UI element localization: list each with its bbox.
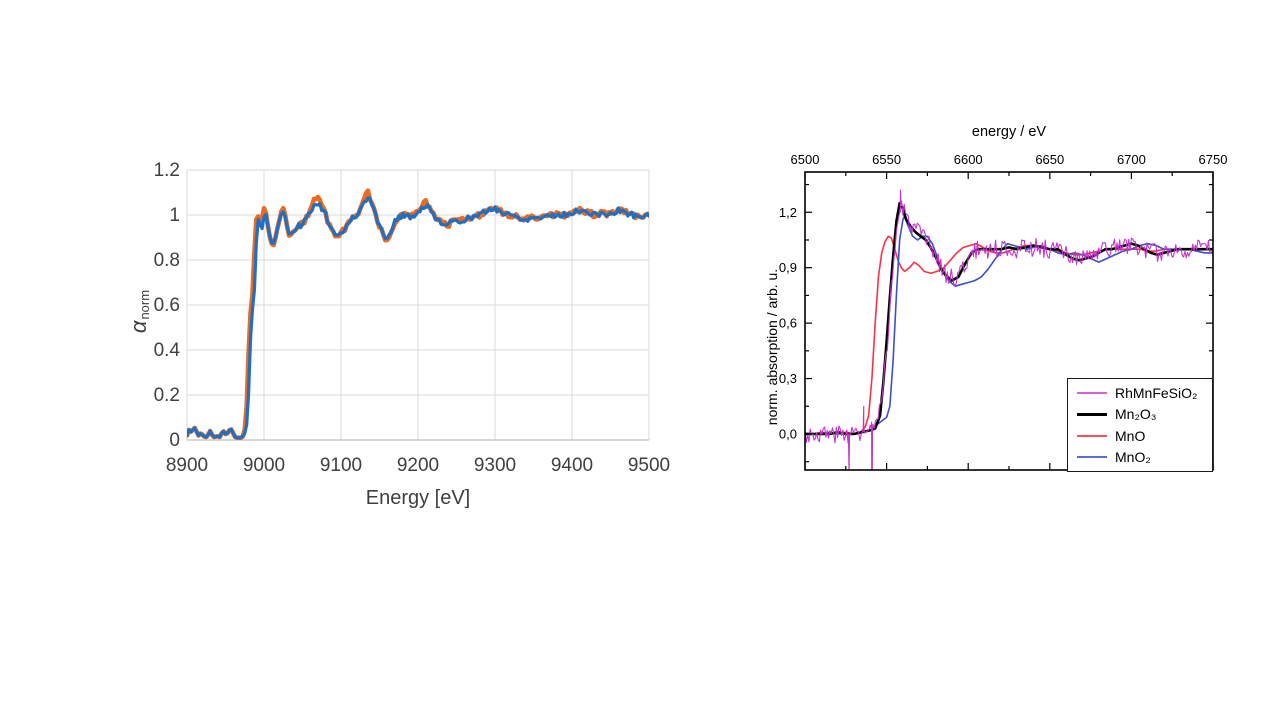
left-y-tick-label: 1 [169,205,180,226]
right-x-tick-label: 6750 [1199,152,1228,167]
left-x-tick-label: 9400 [551,455,593,476]
alpha-symbol: α [126,320,151,334]
right-y-tick-label: 0,0 [779,426,797,441]
right-y-axis-title: norm. absorption / arb. u. [764,268,780,426]
left-chart: 8900 9000 9100 9200 9300 9400 9500 0 0.2 0.4 0.6 0.… [108,140,688,540]
right-y-tick-label: 1,2 [779,205,797,220]
right-y-tick-label: 0,3 [779,371,797,386]
right-y-tick-label: 0,6 [779,316,797,331]
left-chart-canvas: 8900 9000 9100 9200 9300 9400 9500 0 0.2 0.4 0.6 0.… [154,160,671,476]
legend-label-rhmnfesio2: RhMnFeSiO₂ [1115,384,1198,401]
legend-label-mno2: MnO₂ [1115,449,1151,466]
legend-line-mno2 [1077,456,1107,459]
legend: RhMnFeSiO₂ Mn₂O₃ MnO MnO₂ [1067,378,1213,472]
left-x-tick-label: 8900 [166,455,208,476]
alpha-subscript: norm [136,289,152,320]
left-y-tick-label: 0.4 [154,340,181,361]
left-x-tick-label: 9500 [628,455,670,476]
left-x-tick-label: 9300 [474,455,516,476]
right-x-tick-label: 6600 [954,152,983,167]
right-x-axis-title: energy / eV [971,124,1047,140]
right-y-tick-label: 0,9 [779,260,797,275]
left-y-tick-label: 0.6 [154,295,180,316]
left-y-axis-title: α norm [123,275,155,349]
right-x-tick-label: 6700 [1117,152,1146,167]
legend-line-mno [1077,434,1107,437]
legend-item-mn2o3: Mn₂O₃ [1077,407,1212,421]
legend-label-mno: MnO [1115,427,1146,444]
left-x-tick-label: 9000 [243,455,285,476]
right-x-tick-label: 6650 [1035,152,1064,167]
legend-label-mn2o3: Mn₂O₃ [1115,406,1157,423]
series-RhMnFeSiO2-line [805,189,1213,470]
legend-item-mno2: MnO₂ [1077,450,1212,464]
left-x-axis-title: Energy [eV] [365,487,471,509]
left-x-tick-label: 9200 [397,455,439,476]
left-y-tick-label: 0.8 [154,250,180,271]
series-scan-blue-line [187,196,649,440]
legend-item-rhmnfesio2: RhMnFeSiO₂ [1077,386,1212,400]
left-y-tick-label: 0.2 [154,385,180,406]
right-x-tick-label: 6500 [791,152,820,167]
legend-line-rhmnfesio2 [1077,391,1107,394]
right-chart-canvas: 6500 6550 6600 6650 6700 6750 0,0 0,3 0,6 0,9 1,2 [779,152,1228,471]
right-chart: energy / eV 6500 6550 6600 6650 6700 6750 0,0 0… [745,118,1245,518]
right-x-tick-label: 6550 [872,152,901,167]
legend-line-mn2o3 [1077,412,1107,416]
left-y-tick-label: 0 [169,430,180,451]
legend-item-mno: MnO [1077,429,1212,443]
left-x-tick-label: 9100 [320,455,362,476]
left-y-tick-label: 1.2 [154,160,180,181]
